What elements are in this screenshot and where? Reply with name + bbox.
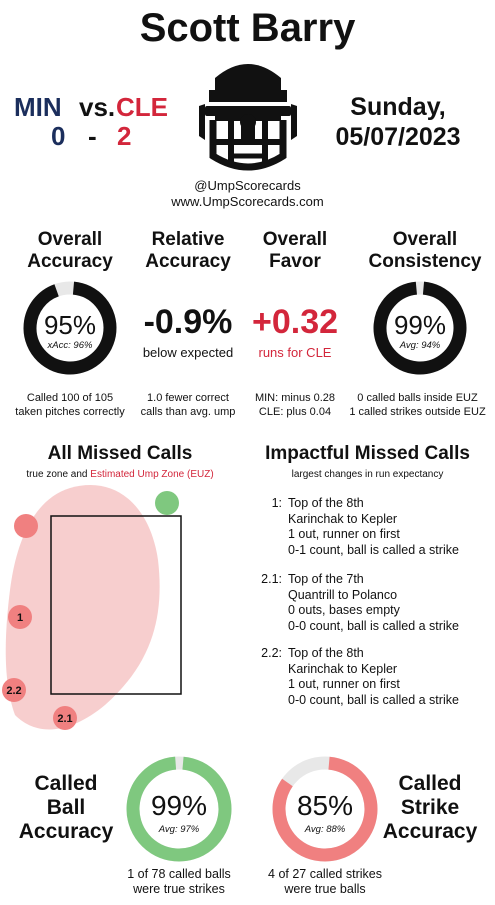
estimated-ump-zone — [5, 484, 160, 730]
relative-value: -0.9% — [143, 303, 233, 341]
favor-value: +0.32 — [251, 303, 339, 341]
away-score: 0 — [51, 121, 66, 151]
missed-call-label: 1 — [17, 612, 23, 624]
overall-favor-heading: Overall Favor — [262, 229, 328, 272]
consistency-desc: 0 called balls inside EUZ 1 called strike… — [349, 392, 486, 418]
missed-call-label: 2.2 — [6, 685, 21, 697]
overall-consistency-heading: Overall Consistency — [368, 229, 482, 272]
called-strike-ring: 85% Avg: 88% — [270, 754, 380, 864]
missed-calls-subtitle: true zone and Estimated Ump Zone (EUZ) — [26, 469, 214, 480]
called-strike-desc: 4 of 27 called strikes were true balls — [268, 867, 382, 896]
consistency-avg: Avg: 94% — [399, 340, 441, 351]
missed-call-marker: 2.1 — [53, 706, 77, 730]
impactful-subtitle: largest changes in run expectancy — [291, 469, 444, 480]
called-strike-avg: Avg: 88% — [304, 824, 346, 835]
called-strike-heading: Called Strike Accuracy — [382, 772, 478, 843]
consistency-ring: 99% Avg: 94% — [372, 280, 468, 376]
score-dash: - — [88, 121, 97, 151]
accuracy-xacc: xAcc: 96% — [47, 340, 93, 351]
website: www.UmpScorecards.com — [171, 194, 324, 209]
overall-accuracy-heading: Overall Accuracy — [27, 229, 113, 272]
missed-call-label: 2.1 — [57, 713, 72, 725]
called-strike-value: 85% — [296, 790, 354, 821]
called-ball-avg: Avg: 97% — [158, 824, 200, 835]
missed-call-marker: 1 — [8, 605, 32, 629]
game-day: Sunday, — [350, 93, 446, 121]
favor-desc: MIN: minus 0.28 CLE: plus 0.04 — [254, 392, 336, 418]
called-ball-value: 99% — [150, 790, 208, 821]
missed-call-marker — [14, 514, 38, 538]
call-number: 2.1: — [261, 572, 282, 586]
called-ball-heading: Called Ball Accuracy — [18, 772, 114, 843]
accuracy-desc: Called 100 of 105 taken pitches correctly — [15, 392, 125, 418]
away-team: MIN — [14, 92, 62, 122]
missed-call-marker — [155, 491, 179, 515]
umpire-mask-icon — [199, 64, 297, 171]
consistency-value: 99% — [393, 310, 447, 340]
missed-call-marker: 2.2 — [2, 678, 26, 702]
accuracy-value: 95% — [43, 310, 97, 340]
call-number: 1: — [271, 496, 282, 510]
relative-accuracy-heading: Relative Accuracy — [145, 229, 231, 272]
accuracy-ring: 95% xAcc: 96% — [22, 280, 118, 376]
umpire-name: Scott Barry — [139, 6, 356, 50]
called-ball-ring: 99% Avg: 97% — [124, 754, 234, 864]
favor-sub: runs for CLE — [258, 345, 332, 360]
strike-zone-plot: 1 2.2 2.1 — [2, 484, 182, 730]
true-strike-zone — [50, 515, 182, 695]
home-team: CLE — [116, 92, 168, 122]
impactful-title: Impactful Missed Calls — [265, 443, 470, 464]
home-score: 2 — [117, 121, 132, 151]
twitter-handle: @UmpScorecards — [194, 178, 301, 193]
game-date: 05/07/2023 — [335, 123, 461, 151]
called-ball-desc: 1 of 78 called balls were true strikes — [127, 867, 231, 896]
relative-desc: 1.0 fewer correct calls than avg. ump — [140, 392, 236, 418]
call-number: 2.2: — [261, 646, 282, 660]
versus-text: vs. — [79, 92, 116, 122]
missed-calls-title: All Missed Calls — [47, 443, 193, 464]
relative-sub: below expected — [142, 345, 234, 360]
